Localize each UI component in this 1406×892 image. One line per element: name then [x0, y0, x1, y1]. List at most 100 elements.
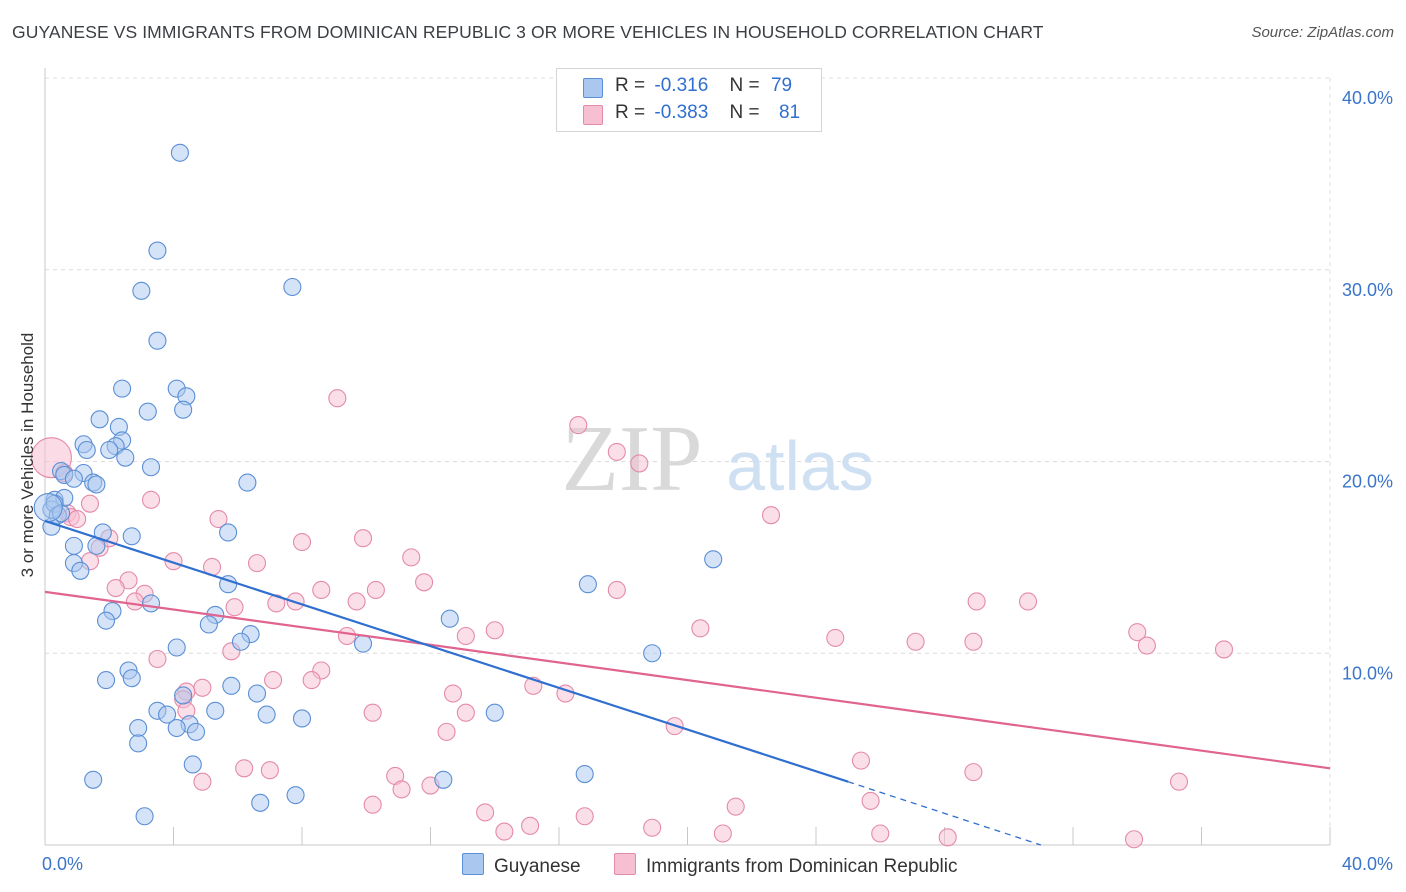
trend-lines — [44, 519, 1331, 846]
data-point-guyanese — [64, 469, 83, 488]
data-point-guyanese — [84, 770, 103, 789]
data-point-guyanese — [219, 523, 238, 542]
data-point-dominican — [141, 490, 161, 509]
data-point-dominican — [193, 772, 212, 791]
data-point-dominican — [906, 632, 925, 651]
data-point-dominican — [643, 818, 662, 837]
watermark-atlas: atlas — [726, 427, 874, 505]
data-point-dominican — [366, 580, 385, 600]
y-tick-label: 40.0% — [1342, 88, 1393, 108]
tick-labels: 10.0% 20.0% 30.0% 40.0% 0.0% 40.0% — [42, 88, 1393, 874]
data-point-dominican — [437, 722, 456, 741]
x-tick-label-start: 0.0% — [42, 854, 83, 874]
data-point-guyanese — [71, 561, 90, 580]
data-point-dominican — [964, 632, 983, 651]
data-point-dominican — [292, 532, 312, 552]
data-point-guyanese — [135, 807, 154, 826]
data-point-dominican — [1018, 592, 1038, 611]
bottom-legend-swatch-pink — [614, 853, 636, 875]
data-point-guyanese — [186, 722, 206, 741]
data-point-guyanese — [33, 492, 63, 523]
data-point-guyanese — [292, 709, 312, 728]
y-tick-label: 20.0% — [1342, 472, 1393, 492]
legend-n-value: 81 — [778, 102, 801, 123]
data-point-dominican — [713, 824, 732, 843]
legend-r-value: -0.316 — [654, 75, 709, 96]
data-point-dominican — [260, 761, 279, 780]
data-point-dominican — [495, 822, 514, 841]
y-tick-label: 10.0% — [1342, 663, 1393, 683]
legend-r-label: R = — [615, 75, 646, 96]
y-tick-label: 30.0% — [1342, 280, 1393, 300]
data-point-dominican — [456, 626, 475, 646]
bottom-legend-swatch-blue — [462, 853, 484, 875]
axes — [44, 68, 1331, 846]
data-point-dominican — [1128, 623, 1147, 642]
legend-n-label: N = — [729, 75, 760, 96]
data-point-guyanese — [100, 440, 119, 460]
data-point-guyanese — [148, 331, 167, 350]
data-point-dominican — [476, 803, 495, 822]
data-point-guyanese — [575, 765, 594, 784]
data-point-dominican — [1124, 830, 1144, 849]
legend-r-value: -0.383 — [654, 102, 709, 123]
data-point-dominican — [164, 552, 183, 571]
data-point-dominican — [630, 454, 649, 473]
data-point-guyanese — [132, 281, 151, 300]
bottom-legend-label: Guyanese — [494, 856, 581, 877]
data-point-dominican — [521, 816, 540, 835]
legend-n-label: N = — [729, 102, 760, 123]
trend-line-guyanese — [44, 519, 849, 783]
data-point-guyanese — [206, 701, 225, 720]
data-point-dominican — [125, 592, 144, 611]
data-point-guyanese — [77, 440, 96, 460]
data-point-guyanese — [116, 448, 135, 467]
legend-swatch-pink — [583, 105, 603, 125]
data-point-guyanese — [129, 734, 148, 753]
data-point-dominican — [363, 703, 382, 722]
data-point-dominican — [575, 807, 594, 826]
data-point-guyanese — [485, 703, 504, 722]
data-point-guyanese — [231, 632, 251, 651]
data-point-dominican — [938, 828, 957, 847]
bottom-legend-guyanese: Guyanese — [462, 853, 581, 878]
data-point-dominican — [415, 573, 434, 592]
data-point-dominican — [851, 751, 871, 770]
data-point-guyanese — [167, 638, 186, 657]
data-point-dominican — [485, 621, 504, 640]
data-point-dominican — [264, 671, 283, 690]
data-point-guyanese — [704, 550, 723, 569]
y-axis-label: 3 or more Vehicles in Household — [18, 332, 37, 578]
data-point-guyanese — [141, 594, 161, 613]
data-point-dominican — [691, 619, 710, 638]
data-point-dominican — [726, 797, 745, 816]
data-point-dominican — [106, 579, 125, 598]
data-point-dominican — [235, 759, 254, 778]
data-point-guyanese — [578, 575, 597, 594]
data-point-dominican — [247, 554, 267, 573]
data-point-guyanese — [440, 609, 459, 628]
data-point-dominican — [443, 684, 463, 703]
data-point-dominican — [392, 780, 411, 799]
data-point-dominican — [225, 598, 244, 617]
data-point-guyanese — [141, 458, 161, 477]
data-point-guyanese — [183, 755, 202, 774]
data-point-dominican — [964, 763, 983, 782]
chart-title: GUYANESE VS IMMIGRANTS FROM DOMINICAN RE… — [12, 22, 1044, 42]
correlation-legend: R = -0.316 N = 79 R = -0.383 N = 81 — [556, 68, 822, 132]
data-point-guyanese — [122, 527, 141, 546]
data-point-guyanese — [251, 793, 270, 812]
data-point-guyanese — [138, 402, 157, 421]
data-point-guyanese — [434, 770, 453, 789]
data-point-guyanese — [167, 718, 186, 738]
data-point-guyanese — [90, 410, 109, 429]
data-point-dominican — [312, 580, 331, 600]
data-point-guyanese — [113, 379, 132, 398]
data-point-dominican — [967, 592, 986, 611]
data-point-guyanese — [222, 676, 241, 695]
data-point-guyanese — [174, 400, 193, 419]
data-point-dominican — [1137, 636, 1156, 655]
legend-n-value: 79 — [770, 75, 793, 96]
data-point-guyanese — [87, 475, 106, 494]
data-point-dominican — [363, 795, 382, 814]
